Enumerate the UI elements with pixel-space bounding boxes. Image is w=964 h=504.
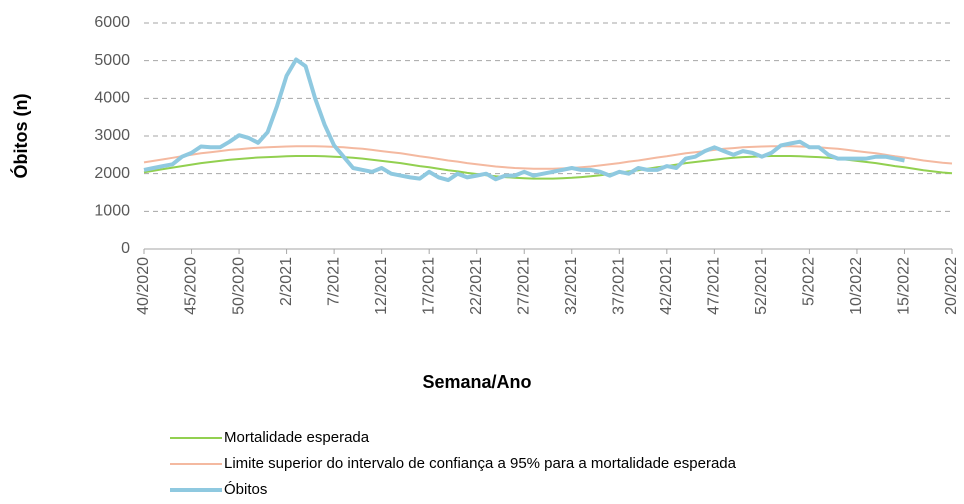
- x-tick-label: 32/2021: [563, 257, 580, 315]
- y-tick-label: 4000: [94, 90, 130, 107]
- y-axis-title: Óbitos (n): [10, 94, 31, 179]
- x-tick-label: 7/2021: [325, 257, 342, 306]
- x-tick-label: 12/2021: [373, 257, 390, 315]
- x-tick-label: 15/2022: [896, 257, 913, 315]
- y-tick-label: 2000: [94, 165, 130, 182]
- x-tick-label: 52/2021: [753, 257, 770, 315]
- legend-text: Óbitos: [224, 481, 267, 498]
- x-tick-label: 17/2021: [420, 257, 437, 315]
- legend-text: Mortalidade esperada: [224, 429, 370, 446]
- x-tick-label: 42/2021: [658, 257, 675, 315]
- x-tick-label: 45/2020: [183, 257, 200, 315]
- x-tick-label: 40/2020: [135, 257, 152, 315]
- x-tick-label: 27/2021: [515, 257, 532, 315]
- x-tick-label: 22/2021: [468, 257, 485, 315]
- series-line: [143, 155, 953, 180]
- x-tick-label: 37/2021: [611, 257, 628, 315]
- y-tick-label: 1000: [94, 203, 130, 220]
- x-tick-label: 10/2022: [848, 257, 865, 315]
- x-tick-label: 20/2022: [943, 257, 960, 315]
- y-tick-label: 5000: [94, 52, 130, 69]
- x-tick-label: 47/2021: [706, 257, 723, 315]
- y-tick-label: 0: [121, 240, 130, 257]
- y-tick-label: 3000: [94, 127, 130, 144]
- series-line: [143, 57, 905, 183]
- x-axis-title: Semana/Ano: [422, 372, 531, 392]
- x-tick-label: 50/2020: [230, 257, 247, 315]
- legend-text: Limite superior do intervalo de confianç…: [224, 455, 737, 472]
- x-tick-label: 5/2022: [801, 257, 818, 306]
- x-tick-label: 2/2021: [278, 257, 295, 306]
- y-tick-label: 6000: [94, 14, 130, 31]
